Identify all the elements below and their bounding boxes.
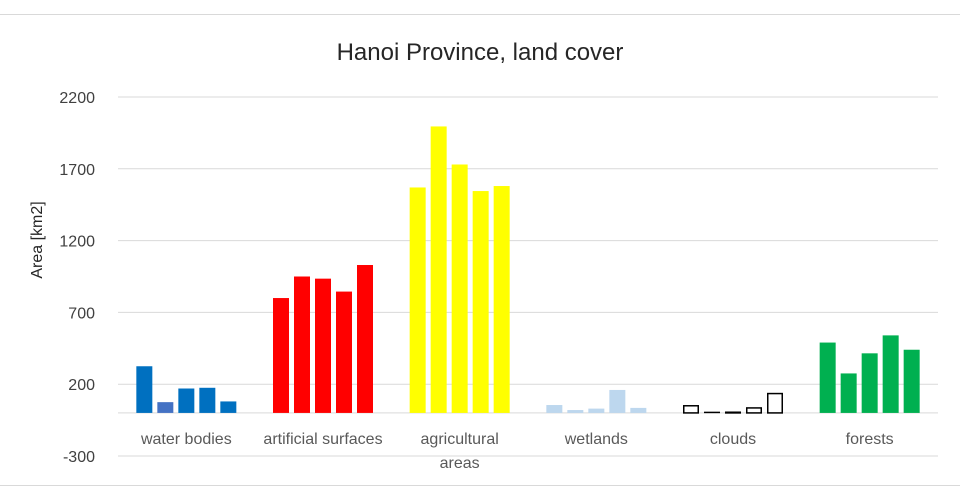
bar [409, 187, 426, 413]
bar [220, 401, 237, 413]
category-label: agricultural [421, 431, 499, 448]
y-tick-label: -300 [63, 449, 95, 466]
category-label: areas [440, 455, 480, 472]
bar [315, 278, 331, 413]
bar [683, 405, 699, 414]
bars [136, 126, 920, 414]
bar [357, 265, 373, 413]
chart-title: Hanoi Province, land cover [337, 39, 624, 66]
bar [472, 191, 489, 413]
category-label: forests [846, 431, 894, 448]
y-axis-label: Area [km2] [29, 201, 46, 278]
category-label: artificial surfaces [263, 431, 382, 448]
bar [430, 126, 447, 413]
bar [725, 411, 741, 414]
bar [903, 349, 920, 413]
bar [567, 410, 584, 413]
y-tick-label: 1200 [59, 234, 95, 251]
y-tick-label: 200 [68, 377, 95, 394]
bar [819, 342, 836, 413]
bar [882, 335, 899, 413]
bar [178, 388, 195, 413]
bar [157, 402, 174, 413]
category-label: wetlands [564, 431, 628, 448]
bar [451, 164, 468, 413]
bar [294, 276, 310, 413]
y-tick-label: 2200 [59, 90, 95, 107]
bar [840, 373, 857, 413]
gridlines [118, 96, 938, 457]
category-label: water bodies [140, 431, 232, 448]
category-labels: water bodies artificial surfaces agricultu… [140, 431, 894, 472]
bar [199, 387, 216, 413]
bar [336, 291, 352, 413]
y-tick-label: 700 [68, 305, 95, 322]
bar [136, 366, 153, 413]
bar [609, 389, 626, 413]
y-tick-labels: 2200 1700 1200 700 200 -300 [59, 90, 95, 466]
bar [861, 353, 878, 413]
bar [493, 186, 510, 413]
bar [630, 407, 647, 413]
y-tick-label: 1700 [59, 162, 95, 179]
chart-frame [0, 14, 960, 486]
category-label: clouds [710, 431, 756, 448]
bar [588, 408, 605, 413]
bar [546, 405, 563, 413]
bar [746, 407, 762, 414]
bar [767, 392, 783, 414]
bar [273, 298, 289, 413]
